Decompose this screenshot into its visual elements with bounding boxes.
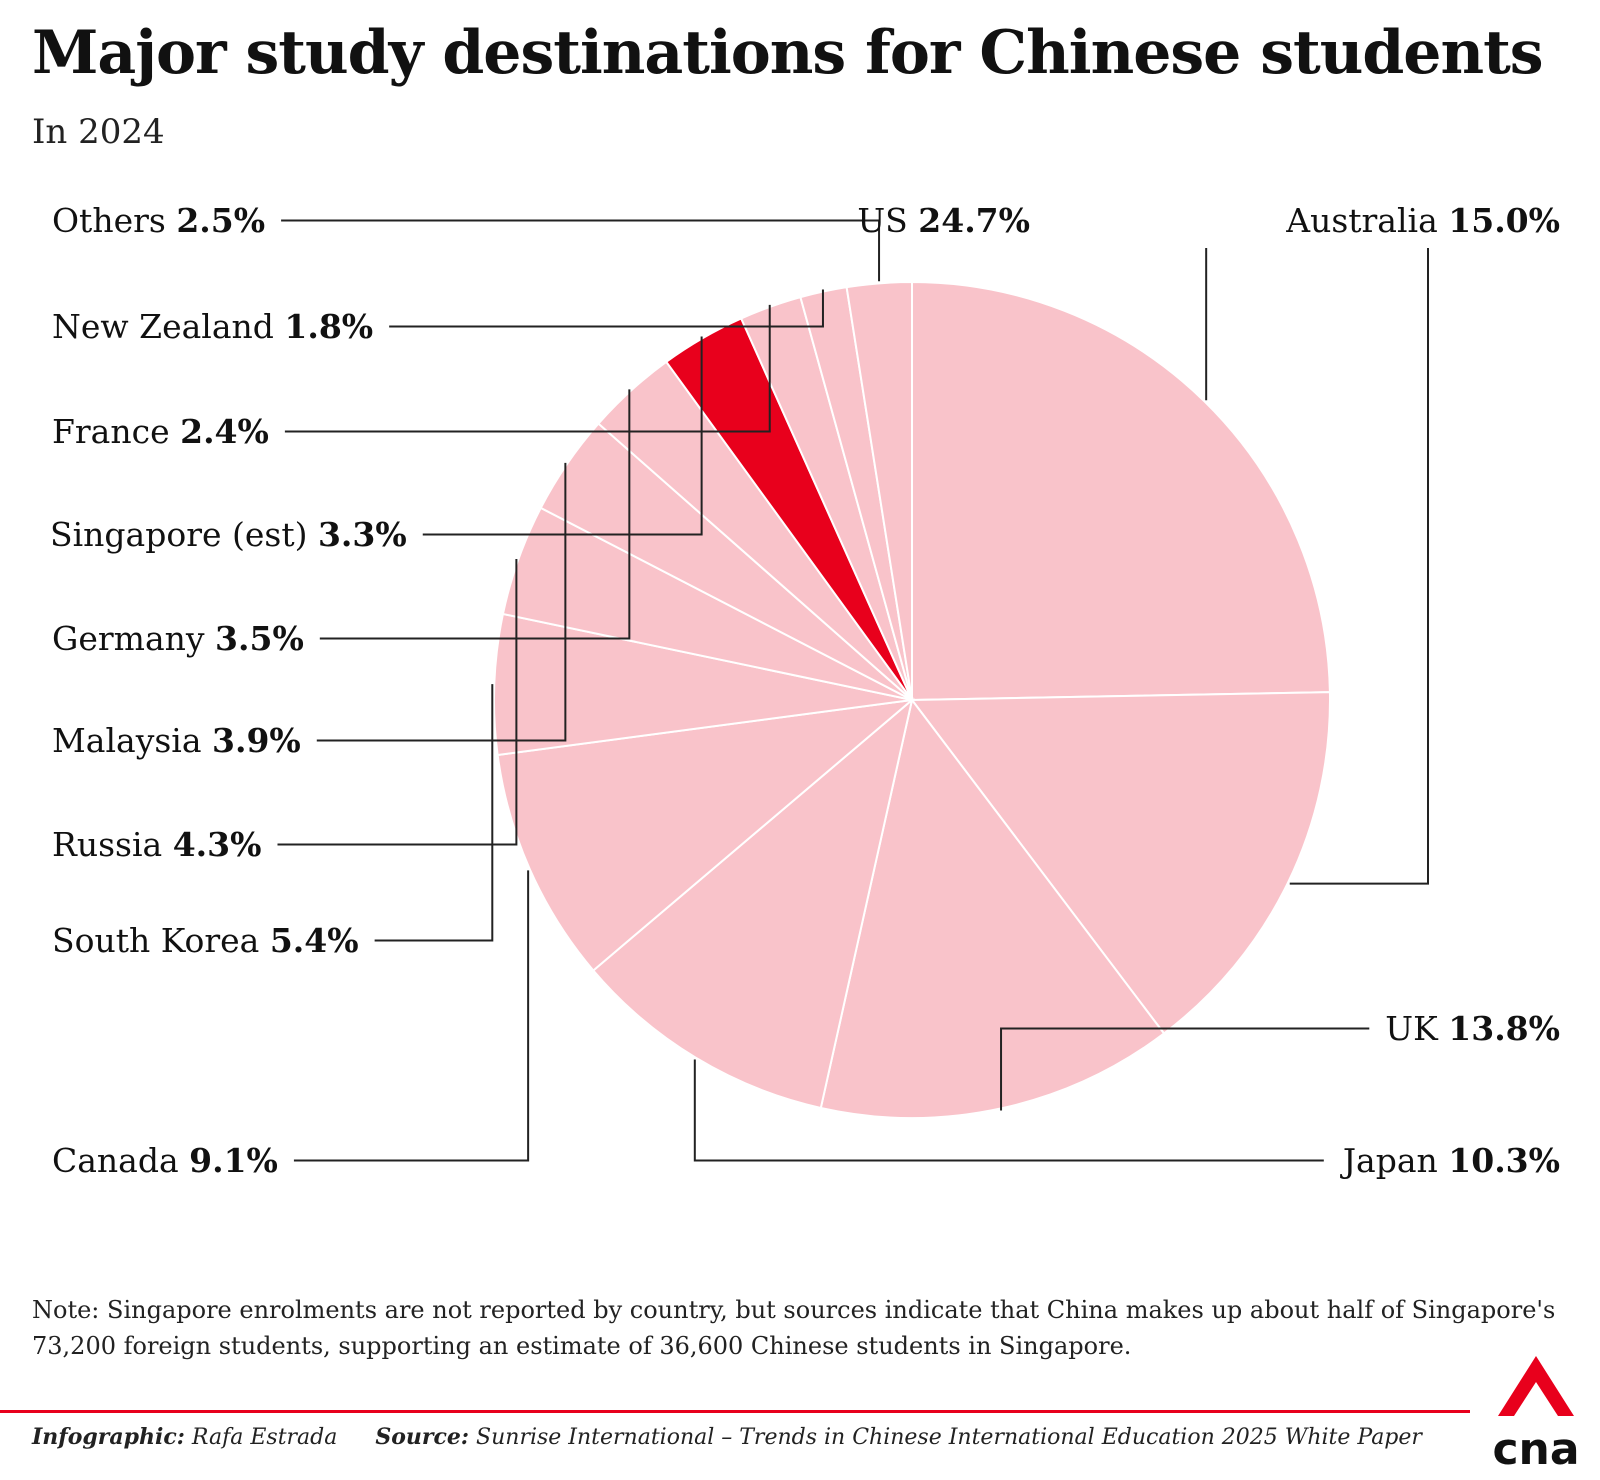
infographic-label: Infographic: bbox=[32, 1424, 185, 1450]
slice-label-value: 13.8% bbox=[1448, 1009, 1560, 1048]
slice-label-value: 9.1% bbox=[189, 1141, 278, 1180]
slice-label-south-korea: South Korea 5.4% bbox=[52, 921, 359, 960]
slice-label-value: 1.8% bbox=[284, 307, 373, 346]
slice-label-name: Singapore (est) bbox=[50, 515, 318, 554]
slice-label-name: South Korea bbox=[52, 921, 270, 960]
pie-chart: US 24.7% Australia 15.0% UK 13.8% Japan 10.… bbox=[50, 201, 1560, 1180]
slice-label-name: France bbox=[52, 412, 180, 451]
slice-label-uk: UK 13.8% bbox=[1385, 1009, 1560, 1048]
pie-slice-australia bbox=[910, 691, 1331, 1035]
slice-label-germany: Germany 3.5% bbox=[52, 619, 304, 658]
slice-label-malaysia: Malaysia 3.9% bbox=[52, 721, 301, 760]
leader-lines bbox=[277, 219, 1429, 1162]
slice-label-value: 3.5% bbox=[215, 619, 304, 658]
leader-line-australia bbox=[1289, 248, 1429, 885]
slice-label-value: 24.7% bbox=[918, 201, 1030, 240]
pie-slice-us bbox=[911, 280, 1331, 702]
slice-labels: US 24.7% Australia 15.0% UK 13.8% Japan 10.… bbox=[50, 201, 1560, 1180]
slice-label-name: Malaysia bbox=[52, 721, 212, 760]
slice-label-canada: Canada 9.1% bbox=[52, 1141, 278, 1180]
leader-line-others bbox=[281, 219, 881, 282]
pie-slice-others bbox=[845, 280, 913, 701]
slice-label-name: Russia bbox=[52, 825, 173, 864]
leader-line-canada bbox=[293, 870, 530, 1162]
slice-label-name: New Zealand bbox=[52, 307, 284, 346]
leader-line-france bbox=[284, 304, 771, 433]
slice-label-value: 3.9% bbox=[212, 721, 301, 760]
slice-label-france: France 2.4% bbox=[52, 412, 269, 451]
slice-label-name: Germany bbox=[52, 619, 215, 658]
cna-logo-icon: cna bbox=[1492, 1356, 1580, 1470]
leader-line-new-zealand bbox=[389, 289, 824, 328]
slice-label-value: 2.4% bbox=[180, 412, 269, 451]
slice-label-others: Others 2.5% bbox=[52, 201, 265, 240]
slice-label-value: 5.4% bbox=[270, 921, 359, 960]
footnote: Note: Singapore enrolments are not repor… bbox=[32, 1296, 1556, 1360]
slice-label-value: 4.3% bbox=[173, 825, 262, 864]
slice-label-japan: Japan 10.3% bbox=[1340, 1141, 1560, 1180]
pie-slice-japan bbox=[591, 697, 914, 1110]
leader-line-uk bbox=[1000, 1027, 1370, 1111]
slice-label-us: US 24.7% bbox=[857, 201, 1030, 240]
leader-line-germany bbox=[319, 389, 631, 640]
infographic-name: Rafa Estrada bbox=[191, 1425, 338, 1450]
slice-label-value: 15.0% bbox=[1448, 201, 1560, 240]
slice-label-singapore-est: Singapore (est) 3.3% bbox=[50, 515, 407, 554]
leader-line-russia bbox=[277, 558, 518, 846]
leader-line-south-korea bbox=[374, 684, 494, 942]
slice-label-name: Canada bbox=[52, 1141, 189, 1180]
logo-text: cna bbox=[1492, 1424, 1579, 1470]
pie-slice-canada bbox=[496, 698, 916, 972]
slice-label-name: Japan bbox=[1340, 1141, 1448, 1180]
leader-line-malaysia bbox=[316, 462, 567, 742]
slice-label-value: 2.5% bbox=[176, 201, 265, 240]
pie-slices bbox=[493, 280, 1331, 1119]
slice-label-value: 3.3% bbox=[318, 515, 407, 554]
slice-label-name: UK bbox=[1385, 1009, 1448, 1048]
footer-rule bbox=[0, 1410, 1470, 1413]
pie-slice-south-korea bbox=[493, 612, 913, 757]
leader-line-japan bbox=[693, 1059, 1324, 1162]
slice-label-name: US bbox=[857, 201, 918, 240]
slice-label-russia: Russia 4.3% bbox=[52, 825, 261, 864]
slice-label-australia: Australia 15.0% bbox=[1285, 201, 1560, 240]
chart-title: Major study destinations for Chinese stu… bbox=[32, 18, 1544, 88]
source-text: Sunrise International – Trends in Chines… bbox=[476, 1425, 1422, 1450]
chart-subtitle: In 2024 bbox=[32, 112, 165, 152]
slice-label-new-zealand: New Zealand 1.8% bbox=[52, 307, 373, 346]
source-label: Source: bbox=[375, 1424, 470, 1450]
leader-line-singapore-est bbox=[422, 336, 703, 536]
slice-label-name: Australia bbox=[1285, 201, 1448, 240]
slice-label-name: Others bbox=[52, 201, 176, 240]
slice-label-value: 10.3% bbox=[1448, 1141, 1560, 1180]
footer-credits: Infographic: Rafa Estrada Source: Sunrise… bbox=[32, 1424, 1422, 1450]
